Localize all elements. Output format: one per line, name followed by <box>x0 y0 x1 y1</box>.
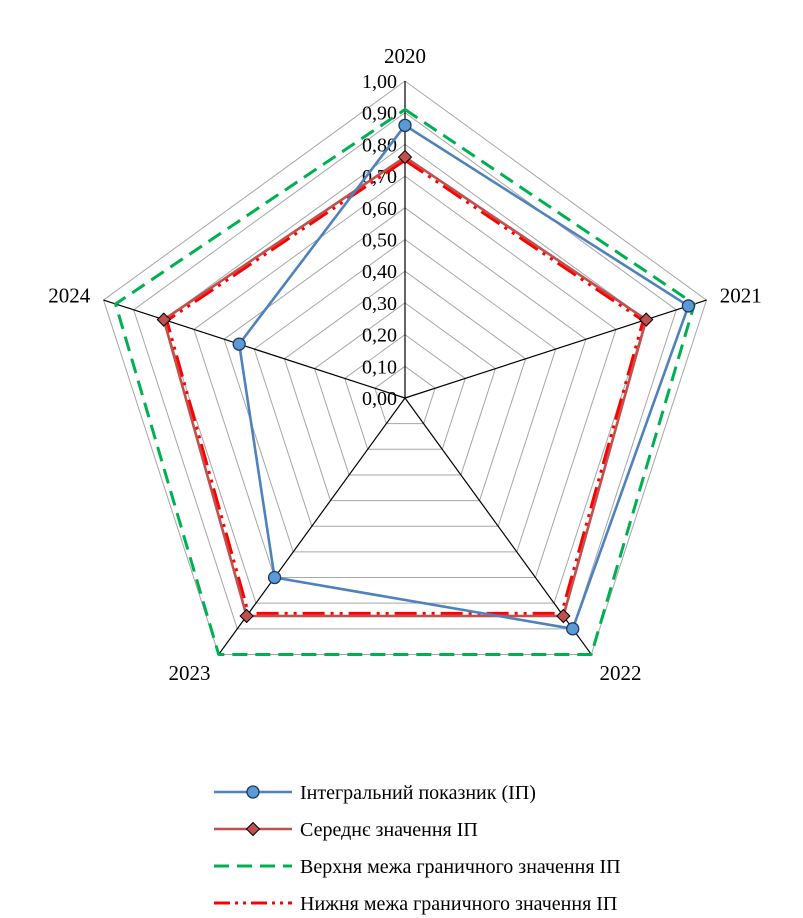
category-label: 2021 <box>720 284 762 308</box>
axis-spoke <box>103 299 406 399</box>
series-line <box>162 155 648 618</box>
radial-tick-label: 0,60 <box>362 198 397 220</box>
data-point <box>239 608 254 624</box>
data-point <box>232 337 246 351</box>
radar-grid <box>102 80 708 655</box>
series-lines <box>114 108 696 656</box>
legend-item: Середнє значення ІП <box>214 819 478 841</box>
grid-ring <box>193 175 617 579</box>
legend-item: Нижня межа граничного значення ІП <box>214 893 617 915</box>
grid-ring <box>133 112 677 630</box>
data-point <box>397 149 413 165</box>
radial-tick-labels: 0,000,100,200,300,400,500,600,700,800,90… <box>362 71 397 410</box>
legend-item: Інтегральний показник (ІП) <box>214 782 536 804</box>
series-line <box>165 158 645 615</box>
category-label: 2022 <box>600 661 642 685</box>
grid-ring <box>163 143 647 604</box>
radar-spokes <box>103 81 707 655</box>
data-point <box>398 118 412 133</box>
legend-label: Верхня межа граничного значення ІП <box>300 856 621 878</box>
data-point <box>267 570 282 585</box>
axis-spoke <box>404 299 707 399</box>
data-point <box>638 312 654 327</box>
legend: Інтегральний показник (ІП) Середнє значен… <box>214 782 621 915</box>
data-point <box>681 299 696 313</box>
data-point <box>556 608 571 624</box>
series-line <box>114 108 696 656</box>
legend-label: Інтегральний показник (ІП) <box>300 782 536 804</box>
radial-tick-label: 0,80 <box>362 134 397 156</box>
series-2 <box>114 108 696 656</box>
grid-ring <box>253 238 557 527</box>
radial-tick-label: 0,50 <box>362 230 397 252</box>
legend-item: Верхня межа граничного значення ІП <box>214 856 621 878</box>
grid-ring <box>313 302 497 476</box>
radial-tick-label: 0,90 <box>362 103 397 125</box>
series-1 <box>156 149 654 624</box>
series-0 <box>232 118 696 636</box>
radial-tick-label: 1,00 <box>362 71 397 93</box>
category-label: 2023 <box>168 661 210 685</box>
legend-label: Нижня межа граничного значення ІП <box>300 893 617 915</box>
category-label: 2020 <box>384 44 426 68</box>
category-label: 2024 <box>48 284 91 308</box>
data-point <box>566 622 580 636</box>
data-point <box>246 785 260 799</box>
axis-spoke <box>404 397 592 655</box>
radial-tick-label: 0,20 <box>362 325 397 347</box>
radial-tick-label: 0,30 <box>362 293 397 315</box>
radial-tick-label: 0,10 <box>362 356 397 378</box>
category-labels: 2020 2021 2022 2023 2024 <box>48 44 762 685</box>
data-point <box>156 312 172 327</box>
axis-spoke <box>218 397 406 655</box>
legend-label: Середнє значення ІП <box>300 819 478 841</box>
series-line <box>237 124 690 631</box>
data-point <box>245 821 261 837</box>
grid-ring <box>374 365 436 425</box>
grid-ring <box>344 333 466 450</box>
series-3 <box>165 158 645 615</box>
radial-tick-label: 0,40 <box>362 261 397 283</box>
grid-ring <box>283 270 527 502</box>
grid-ring <box>223 207 587 553</box>
radial-tick-label: 0,00 <box>362 388 397 410</box>
